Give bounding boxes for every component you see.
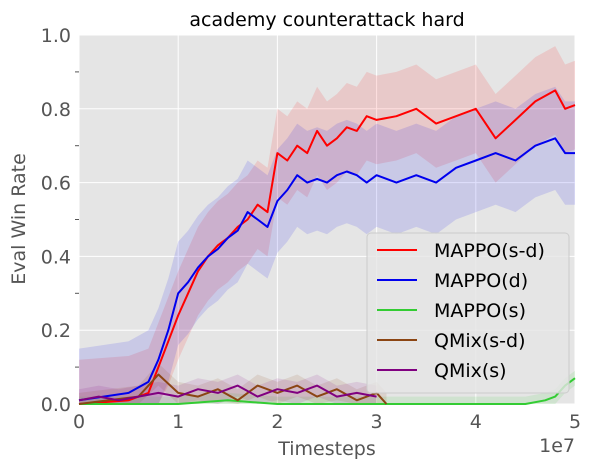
legend-label-1: MAPPO(s-d) (434, 240, 545, 262)
x-tick-label: 5 (569, 411, 581, 433)
series-band-2 (79, 86, 575, 404)
legend: MAPPO(s-d) MAPPO(d) MAPPO(s) QMix(s-d) QMix(… (366, 232, 570, 394)
y-tick-label: 1.0 (41, 25, 71, 47)
series-lines (78, 89, 576, 405)
legend-box (366, 232, 570, 394)
y-tick-label: 0.0 (41, 394, 71, 416)
x-axis-label: Timesteps (277, 438, 376, 460)
series-line-1 (78, 89, 576, 405)
x-tick-label: 0 (73, 411, 85, 433)
series-line-5 (78, 384, 377, 402)
x-axis-scale-label: 1e7 (539, 435, 575, 457)
y-tick-label: 0.6 (41, 173, 71, 195)
y-axis-label: Eval Win Rate (8, 153, 30, 285)
legend-label-3: MAPPO(s) (434, 300, 526, 322)
x-tick-label: 1 (172, 411, 184, 433)
y-tick-label: 0.4 (41, 246, 71, 268)
legend-label-2: MAPPO(d) (434, 270, 528, 292)
x-tick-label: 3 (371, 411, 383, 433)
legend-label-5: QMix(s) (434, 360, 507, 382)
x-tick-label: 2 (271, 411, 283, 433)
series-line-3 (79, 377, 576, 405)
chart-title: academy counterattack hard (189, 9, 464, 31)
legend-label-4: QMix(s-d) (434, 330, 526, 352)
y-tick-label: 0.2 (41, 320, 71, 342)
x-tick-label: 4 (470, 411, 482, 433)
axis-ticks: 0 1 2 3 4 5 0.0 0.2 0.4 0.6 0.8 1.0 (41, 25, 581, 433)
series-band-1 (79, 46, 575, 404)
series-line-2 (78, 137, 575, 402)
y-tick-label: 0.8 (41, 99, 71, 121)
